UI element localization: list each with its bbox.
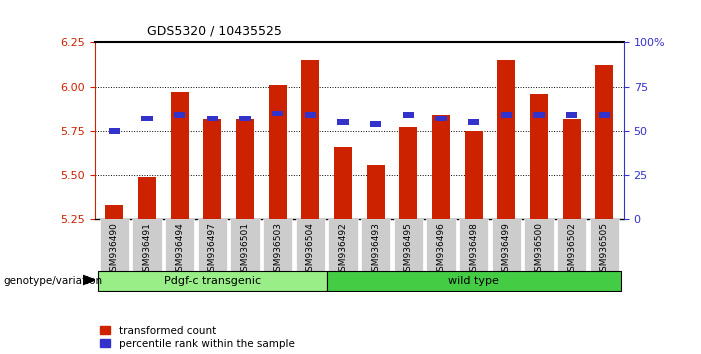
Bar [203,119,222,219]
Bar [236,119,254,219]
Text: GSM936503: GSM936503 [273,222,282,277]
Text: GSM936505: GSM936505 [600,222,608,277]
Text: GSM936504: GSM936504 [306,222,315,277]
Text: Pdgf-c transgenic: Pdgf-c transgenic [164,276,261,286]
Text: GSM936499: GSM936499 [502,222,511,277]
FancyBboxPatch shape [304,113,316,118]
FancyBboxPatch shape [524,219,554,271]
FancyBboxPatch shape [501,113,512,118]
FancyBboxPatch shape [599,113,610,118]
Bar [595,65,613,219]
Text: GDS5320 / 10435525: GDS5320 / 10435525 [147,24,282,37]
FancyBboxPatch shape [198,219,227,271]
Bar [301,60,319,219]
FancyBboxPatch shape [132,219,162,271]
FancyBboxPatch shape [296,219,325,271]
Text: GSM936500: GSM936500 [534,222,543,277]
FancyBboxPatch shape [239,116,251,121]
FancyBboxPatch shape [272,111,283,116]
FancyBboxPatch shape [566,113,578,118]
Text: genotype/variation: genotype/variation [4,276,102,286]
FancyBboxPatch shape [557,219,586,271]
Text: GSM936492: GSM936492 [339,222,348,277]
FancyBboxPatch shape [370,121,381,126]
FancyBboxPatch shape [165,219,194,271]
FancyBboxPatch shape [109,128,120,133]
Bar [367,165,385,219]
Bar [497,60,515,219]
FancyBboxPatch shape [207,116,218,121]
FancyBboxPatch shape [328,219,358,271]
Text: GSM936490: GSM936490 [110,222,118,277]
Text: GSM936493: GSM936493 [371,222,380,277]
Text: GSM936498: GSM936498 [469,222,478,277]
Bar [268,85,287,219]
Text: GSM936502: GSM936502 [567,222,576,277]
Text: wild type: wild type [448,276,499,286]
FancyBboxPatch shape [533,113,545,118]
Bar [530,94,548,219]
Bar [432,115,450,219]
FancyBboxPatch shape [393,219,423,271]
Bar [170,92,189,219]
FancyBboxPatch shape [263,219,292,271]
Bar [563,119,580,219]
Legend: transformed count, percentile rank within the sample: transformed count, percentile rank withi… [100,326,294,349]
FancyBboxPatch shape [327,271,620,291]
Text: GSM936501: GSM936501 [240,222,250,277]
FancyBboxPatch shape [361,219,390,271]
Text: GSM936497: GSM936497 [207,222,217,277]
Bar [105,205,123,219]
Bar [138,177,156,219]
FancyBboxPatch shape [100,219,129,271]
Text: GSM936495: GSM936495 [404,222,413,277]
FancyBboxPatch shape [402,113,414,118]
FancyBboxPatch shape [230,219,259,271]
Bar [334,147,352,219]
Bar [465,131,482,219]
FancyBboxPatch shape [590,219,619,271]
Text: GSM936496: GSM936496 [437,222,445,277]
Polygon shape [83,275,95,285]
Bar [400,127,417,219]
FancyBboxPatch shape [459,219,489,271]
FancyBboxPatch shape [468,120,479,125]
Text: GSM936491: GSM936491 [142,222,151,277]
Text: GSM936494: GSM936494 [175,222,184,277]
FancyBboxPatch shape [435,116,447,121]
FancyBboxPatch shape [491,219,521,271]
FancyBboxPatch shape [174,113,185,118]
FancyBboxPatch shape [426,219,456,271]
FancyBboxPatch shape [337,120,348,125]
FancyBboxPatch shape [141,116,153,121]
FancyBboxPatch shape [98,271,327,291]
